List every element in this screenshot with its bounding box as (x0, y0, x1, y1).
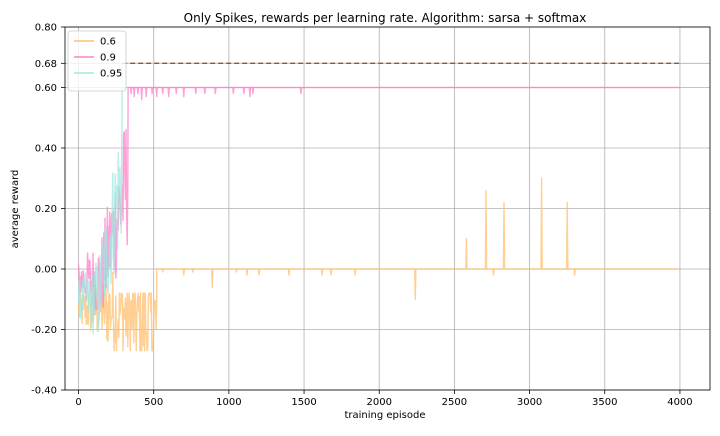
x-tick-label: 0 (75, 397, 81, 408)
legend: 0.6 0.9 0.95 (67, 30, 127, 92)
x-tick-label: 2500 (442, 397, 467, 408)
x-tick-label: 1500 (291, 397, 316, 408)
x-tick-label: 500 (144, 397, 163, 408)
x-tick-label: 4000 (667, 397, 692, 408)
legend-label: 0.95 (100, 69, 122, 80)
series-group (77, 62, 680, 352)
series-0.95 (77, 62, 680, 335)
x-tick-label: 2000 (367, 397, 392, 408)
legend-label: 0.6 (100, 37, 116, 48)
legend-label: 0.9 (100, 53, 116, 64)
y-axis: -0.40 -0.20 0.00 0.20 0.40 0.60 0.68 0.80 (31, 23, 65, 397)
x-tick-label: 1000 (216, 397, 241, 408)
y-tick-label: -0.20 (31, 325, 57, 336)
y-tick-label: 0.00 (35, 265, 57, 276)
x-tick-label: 3000 (517, 397, 542, 408)
y-axis-label: average reward (10, 170, 21, 249)
series-0.6 (77, 177, 680, 352)
y-tick-label: 0.60 (35, 83, 57, 94)
series-line (77, 62, 680, 335)
y-tick-label: 0.20 (35, 204, 57, 215)
series-line (77, 177, 680, 352)
x-axis-label: training episode (344, 410, 425, 421)
legend-box (67, 30, 127, 92)
y-tick-label: 0.40 (35, 144, 57, 155)
y-tick-label: 0.80 (35, 23, 57, 34)
x-tick-label: 3500 (592, 397, 617, 408)
y-tick-label: 0.68 (35, 59, 57, 70)
x-axis: 0 500 1000 1500 2000 2500 3000 3500 4000 (75, 390, 693, 408)
chart-title: Only Spikes, rewards per learning rate. … (184, 11, 587, 25)
y-tick-label: -0.40 (31, 386, 57, 397)
